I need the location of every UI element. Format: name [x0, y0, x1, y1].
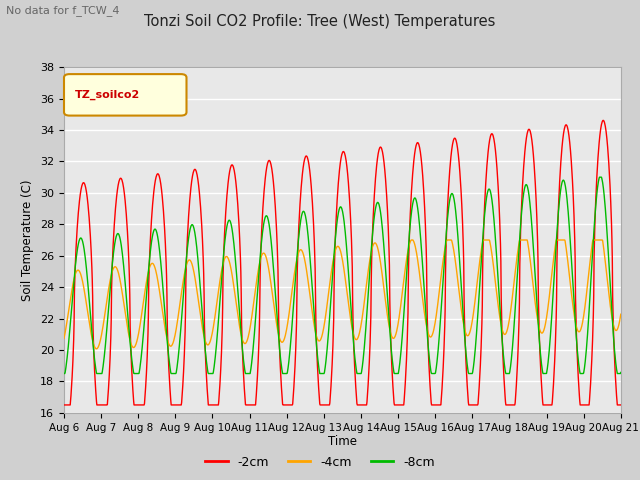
Legend: -2cm, -4cm, -8cm: -2cm, -4cm, -8cm [200, 451, 440, 474]
Y-axis label: Soil Temperature (C): Soil Temperature (C) [22, 179, 35, 301]
FancyBboxPatch shape [64, 74, 186, 116]
X-axis label: Time: Time [328, 435, 357, 448]
Text: Tonzi Soil CO2 Profile: Tree (West) Temperatures: Tonzi Soil CO2 Profile: Tree (West) Temp… [144, 14, 496, 29]
Text: TZ_soilco2: TZ_soilco2 [75, 90, 140, 100]
Text: No data for f_TCW_4: No data for f_TCW_4 [6, 5, 120, 16]
